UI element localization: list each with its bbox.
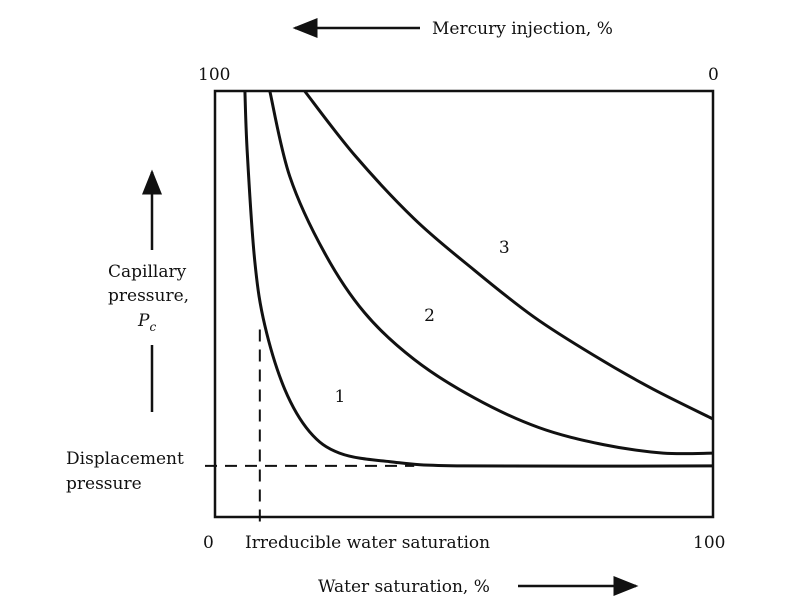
series-curve-3 [303, 90, 714, 421]
displacement-label-line1: Displacement [66, 449, 184, 469]
bottom-tick-left: 0 [203, 533, 214, 553]
irreducible-label: Irreducible water saturation [245, 533, 490, 553]
displacement-label-line2: pressure [66, 474, 142, 494]
series-curves [243, 90, 714, 468]
series-label-2: 2 [424, 306, 435, 326]
x-axis-label: Water saturation, % [318, 577, 490, 597]
top-tick-left: 100 [198, 65, 230, 85]
plot-frame [213, 89, 715, 519]
series-curve-1 [243, 90, 714, 468]
top-tick-right: 0 [708, 65, 719, 85]
series-label-1: 1 [335, 387, 346, 407]
guide-lines [205, 329, 415, 527]
series-label-3: 3 [499, 238, 510, 258]
y-axis-label-line2: pressure, [108, 286, 189, 306]
top-axis-label: Mercury injection, % [432, 19, 613, 39]
y-axis-symbol: Pc [137, 311, 156, 334]
bottom-tick-right: 100 [693, 533, 725, 553]
series-labels: 1 2 3 [335, 238, 510, 407]
series-curve-2 [268, 90, 714, 456]
y-axis-label-line1: Capillary [108, 262, 187, 282]
